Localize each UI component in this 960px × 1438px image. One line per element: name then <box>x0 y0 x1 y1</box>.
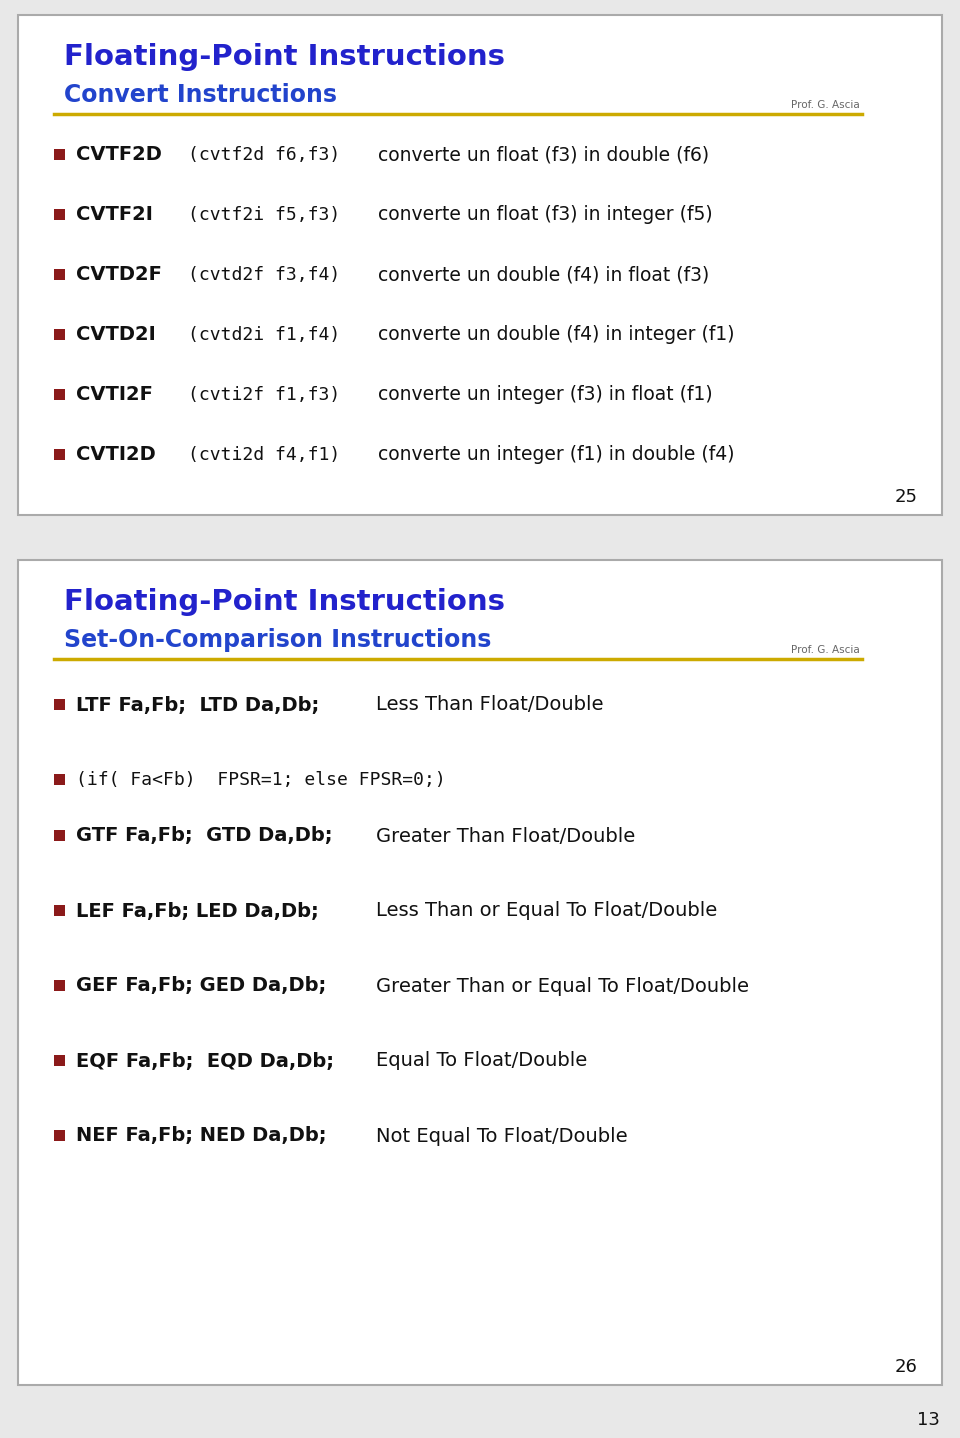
Bar <box>54 1055 65 1066</box>
Bar <box>54 981 65 991</box>
Text: 25: 25 <box>895 487 918 506</box>
Text: Not Equal To Float/Double: Not Equal To Float/Double <box>376 1126 628 1146</box>
Text: Prof. G. Ascia: Prof. G. Ascia <box>791 646 860 654</box>
Bar <box>54 329 65 339</box>
Text: converte un double (f4) in float (f3): converte un double (f4) in float (f3) <box>378 266 709 285</box>
Text: 26: 26 <box>895 1357 918 1376</box>
Text: GTF Fa,Fb;  GTD Da,Db;: GTF Fa,Fb; GTD Da,Db; <box>76 827 332 846</box>
Text: CVTD2F: CVTD2F <box>76 266 162 285</box>
Text: CVTF2D: CVTF2D <box>76 145 162 164</box>
Bar <box>18 14 942 515</box>
Bar <box>54 390 65 400</box>
Text: Greater Than or Equal To Float/Double: Greater Than or Equal To Float/Double <box>376 976 749 995</box>
Bar <box>54 449 65 460</box>
Text: Less Than or Equal To Float/Double: Less Than or Equal To Float/Double <box>376 902 717 920</box>
Text: (cvtf2i f5,f3): (cvtf2i f5,f3) <box>188 206 340 224</box>
Text: 13: 13 <box>917 1411 940 1429</box>
Text: converte un integer (f1) in double (f4): converte un integer (f1) in double (f4) <box>378 446 734 464</box>
Text: (cvti2d f4,f1): (cvti2d f4,f1) <box>188 446 340 464</box>
Text: (cvti2f f1,f3): (cvti2f f1,f3) <box>188 385 340 404</box>
Bar <box>54 774 65 785</box>
Text: CVTF2I: CVTF2I <box>76 206 153 224</box>
Text: LTF Fa,Fb;  LTD Da,Db;: LTF Fa,Fb; LTD Da,Db; <box>76 696 320 715</box>
Bar <box>54 150 65 160</box>
Text: (cvtf2d f6,f3): (cvtf2d f6,f3) <box>188 147 340 164</box>
Text: NEF Fa,Fb; NED Da,Db;: NEF Fa,Fb; NED Da,Db; <box>76 1126 326 1146</box>
Bar <box>54 699 65 710</box>
Text: converte un float (f3) in integer (f5): converte un float (f3) in integer (f5) <box>378 206 712 224</box>
Text: (cvtd2f f3,f4): (cvtd2f f3,f4) <box>188 266 340 283</box>
Text: Greater Than Float/Double: Greater Than Float/Double <box>376 827 636 846</box>
Text: CVTD2I: CVTD2I <box>76 325 156 345</box>
Text: converte un double (f4) in integer (f1): converte un double (f4) in integer (f1) <box>378 325 734 345</box>
Text: Convert Instructions: Convert Instructions <box>64 83 337 106</box>
Text: Less Than Float/Double: Less Than Float/Double <box>376 696 604 715</box>
Text: Set-On-Comparison Instructions: Set-On-Comparison Instructions <box>64 628 492 651</box>
Text: (cvtd2i f1,f4): (cvtd2i f1,f4) <box>188 326 340 344</box>
Bar <box>18 559 942 1385</box>
Text: Floating-Point Instructions: Floating-Point Instructions <box>64 43 505 70</box>
Text: converte un float (f3) in double (f6): converte un float (f3) in double (f6) <box>378 145 709 164</box>
Bar <box>54 209 65 220</box>
Text: CVTI2F: CVTI2F <box>76 385 153 404</box>
Bar <box>54 269 65 280</box>
Text: converte un integer (f3) in float (f1): converte un integer (f3) in float (f1) <box>378 385 712 404</box>
Text: Prof. G. Ascia: Prof. G. Ascia <box>791 101 860 109</box>
Bar <box>54 830 65 841</box>
Text: Floating-Point Instructions: Floating-Point Instructions <box>64 588 505 615</box>
Text: Equal To Float/Double: Equal To Float/Double <box>376 1051 588 1070</box>
Text: CVTI2D: CVTI2D <box>76 446 156 464</box>
Bar <box>54 905 65 916</box>
Text: LEF Fa,Fb; LED Da,Db;: LEF Fa,Fb; LED Da,Db; <box>76 902 319 920</box>
Text: GEF Fa,Fb; GED Da,Db;: GEF Fa,Fb; GED Da,Db; <box>76 976 326 995</box>
Text: EQF Fa,Fb;  EQD Da,Db;: EQF Fa,Fb; EQD Da,Db; <box>76 1051 334 1070</box>
Bar <box>54 1130 65 1140</box>
Text: (if( Fa<Fb)  FPSR=1; else FPSR=0;): (if( Fa<Fb) FPSR=1; else FPSR=0;) <box>76 771 445 789</box>
